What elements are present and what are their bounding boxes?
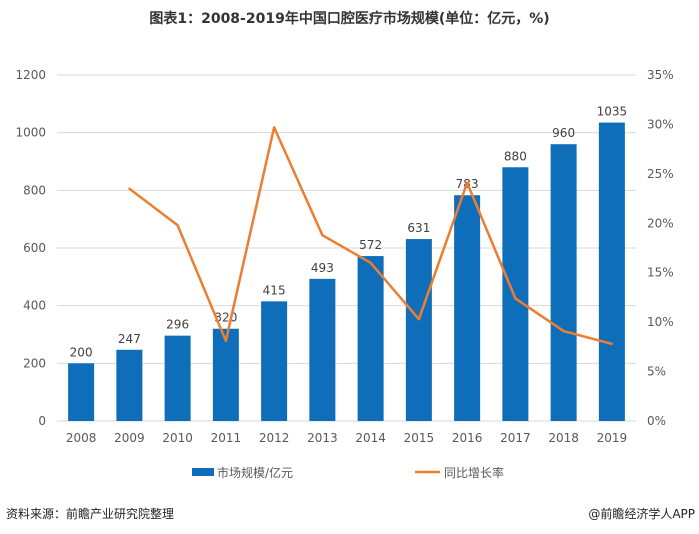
y-left-tick-label: 0 [38,414,46,428]
x-tick-label: 2011 [211,431,242,445]
credit-note: @前瞻经济学人APP [588,507,695,521]
x-tick-label: 2017 [500,431,531,445]
x-tick-label: 2010 [162,431,193,445]
bar [261,301,288,421]
x-tick-label: 2019 [597,431,628,445]
bar-data-label: 960 [552,126,575,140]
bar-data-label: 247 [118,332,141,346]
growth-rate-point [465,181,469,184]
x-tick-label: 2014 [355,431,386,445]
growth-rate-point [272,126,276,129]
legend-bar-swatch [192,468,214,476]
legend-bar-label: 市场规模/亿元 [217,465,293,480]
bar [598,122,625,421]
y-right-tick-label: 35% [647,68,674,82]
y-right-tick-label: 15% [647,266,674,280]
x-tick-label: 2018 [548,431,579,445]
growth-rate-point [562,329,565,333]
source-note: 资料来源：前瞻产业研究院整理 [6,507,175,521]
y-right-tick-label: 30% [647,117,674,131]
growth-rate-point [610,342,614,346]
bar [454,195,481,421]
bar-data-label: 1035 [597,105,628,119]
bar-data-label: 415 [263,283,286,297]
x-tick-label: 2016 [452,431,483,445]
bar [164,335,191,421]
y-left-tick-label: 600 [23,241,46,255]
x-tick-label: 2008 [66,431,97,445]
bar-data-label: 296 [166,318,189,332]
x-tick-label: 2013 [307,431,338,445]
bar [502,167,529,421]
chart-title: 图表1：2008-2019年中国口腔医疗市场规模(单位：亿元，%) [149,11,550,27]
bar [212,328,239,421]
growth-rate-point [176,224,179,227]
bar-data-label: 200 [70,345,93,359]
x-tick-label: 2012 [259,431,290,445]
y-right-tick-label: 5% [647,365,666,379]
x-tick-label: 2009 [114,431,145,445]
bar [550,144,577,421]
bar [68,363,95,421]
bar-data-label: 880 [504,149,527,163]
growth-rate-point [128,187,131,190]
bar-data-label: 572 [359,238,382,252]
bar [309,278,336,421]
y-left-tick-label: 400 [23,299,46,313]
legend-line-label: 同比增长率 [444,465,504,480]
growth-rate-point [417,317,421,321]
growth-rate-point [369,261,372,265]
y-left-tick-label: 1200 [15,68,46,82]
y-left-tick-label: 1000 [15,126,46,140]
growth-rate-point [514,297,517,300]
growth-rate-point [224,339,228,343]
y-right-tick-label: 0% [647,414,666,428]
bar [116,349,143,421]
y-left-tick-label: 200 [23,356,46,370]
y-right-tick-label: 10% [647,315,674,329]
bar-data-label: 493 [311,261,334,275]
y-left-tick-label: 800 [23,183,46,197]
y-right-tick-label: 25% [647,167,674,181]
x-tick-label: 2015 [404,431,435,445]
bar [405,239,432,421]
growth-rate-point [321,233,324,237]
bar [357,256,384,421]
bar-data-label: 631 [407,221,430,235]
y-right-tick-label: 20% [647,216,674,230]
